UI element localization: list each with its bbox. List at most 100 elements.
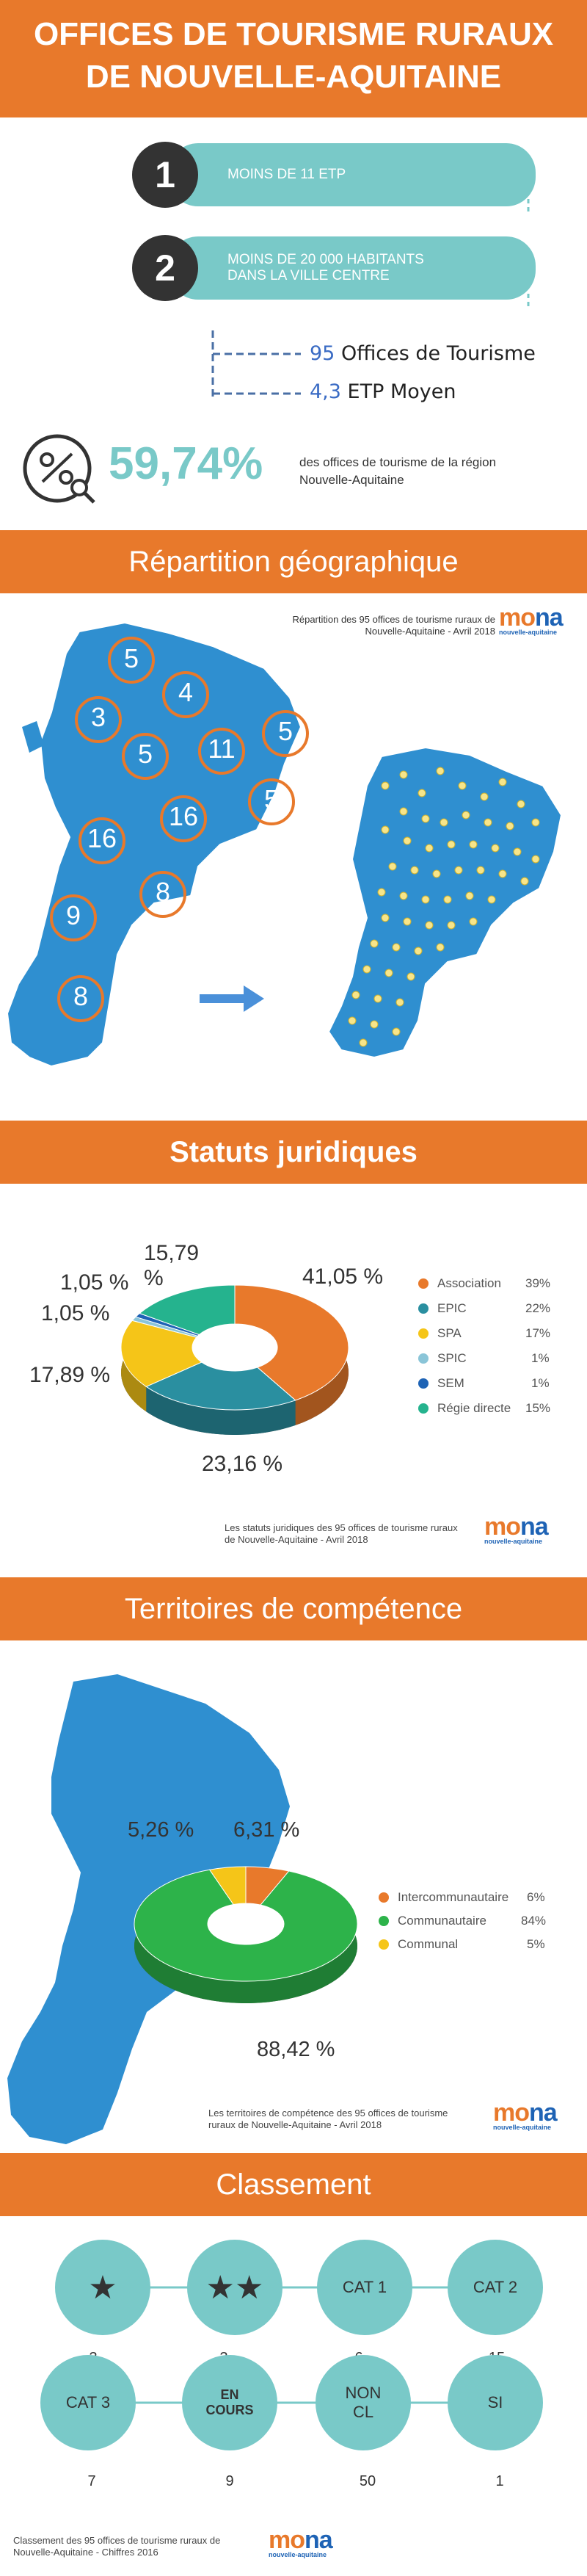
- map-ring: [75, 696, 122, 743]
- classement-cat3-label: CAT 3: [65, 2393, 111, 2412]
- legend-swatch: [418, 1303, 429, 1314]
- mona-logo-right: na: [529, 2099, 558, 2127]
- map-ring: [50, 894, 97, 941]
- legend-value: 1%: [531, 1351, 550, 1365]
- donut-slice-side: [146, 1386, 296, 1435]
- classement-cat2: CAT 2: [448, 2240, 543, 2335]
- classement-en-cours-line2: COURS: [205, 2403, 254, 2417]
- offices-label: Offices de Tourisme: [340, 342, 536, 365]
- legend-label: SPIC: [437, 1351, 467, 1365]
- classement-count: 50: [359, 2473, 376, 2489]
- legend-item-sem: SEM 1%: [418, 1376, 550, 1391]
- percent-desc-line1: des offices de tourisme de la région: [299, 455, 497, 469]
- classement-cat3: CAT 3: [40, 2355, 136, 2450]
- mona-region: nouvelle-aquitaine: [269, 2551, 327, 2558]
- mona-logo: mona nouvelle-aquitaine: [484, 1514, 549, 1545]
- classement-non-cl: NON CL: [316, 2355, 411, 2450]
- map-number: 5: [277, 716, 294, 746]
- mona-logo-left: mo: [499, 604, 536, 632]
- legend-item-spic: SPIC 1%: [418, 1351, 550, 1366]
- classement-connectors: [88, 2286, 499, 2404]
- statuts-label-23: 23,16 %: [202, 1452, 283, 1476]
- etp-label: ETP Moyen: [347, 380, 456, 403]
- statuts-label-15-79-value: 15,79: [144, 1241, 200, 1265]
- map-number: 4: [178, 677, 194, 707]
- criteria-2-line2: DANS LA VILLE CENTRE: [227, 268, 390, 283]
- mona-logo-left: mo: [493, 2099, 530, 2127]
- statuts-credit-line2: de Nouvelle-Aquitaine - Avril 2018: [225, 1534, 368, 1545]
- statuts-label-17: 17,89 %: [29, 1363, 111, 1387]
- legend-value: 15%: [525, 1401, 551, 1415]
- classement-cat1: CAT 1: [317, 2240, 412, 2335]
- statuts-credit-line1: Les statuts juridiques des 95 offices de…: [225, 1522, 458, 1533]
- criteria-number-1: 1: [132, 142, 198, 208]
- connector-lines: [211, 191, 530, 397]
- criteria-pill-2: MOINS DE 20 000 HABITANTS DANS LA VILLE …: [169, 236, 536, 300]
- legend-swatch: [418, 1353, 429, 1364]
- geo-section-banner: Répartition géographique: [0, 530, 587, 593]
- arrow-right-icon: [200, 985, 264, 1012]
- legend-label: Régie directe: [437, 1401, 511, 1415]
- legend-value: 17%: [525, 1326, 551, 1340]
- territoires-section-banner: Territoires de compétence: [0, 1577, 587, 1640]
- legend-label: SEM: [437, 1376, 464, 1390]
- classement-cat2-label: CAT 2: [473, 2278, 518, 2296]
- mona-logo: mona nouvelle-aquitaine: [269, 2526, 333, 2558]
- geo-credit-line2: Nouvelle-Aquitaine - Avril 2018: [365, 626, 495, 637]
- classement-non-cl-line1: NON: [345, 2384, 382, 2402]
- criteria-number-2: 2: [132, 235, 198, 301]
- statuts-label-1-05-b: 1,05 %: [41, 1301, 110, 1325]
- legend-swatch: [418, 1278, 429, 1289]
- offices-dot-map: [327, 746, 563, 1059]
- map-ring: [198, 728, 245, 775]
- etp-stat: 4,3 ETP Moyen: [310, 380, 456, 403]
- legend-value: 84%: [521, 1914, 547, 1928]
- legend-label: EPIC: [437, 1301, 467, 1315]
- legend-swatch: [379, 1939, 389, 1950]
- classement-one-star: ★: [55, 2240, 150, 2335]
- offices-count: 95: [310, 342, 335, 365]
- map-ring: [139, 871, 186, 918]
- geo-credit: Répartition des 95 offices de tourisme r…: [246, 614, 495, 637]
- legend-item-association: Association 39%: [418, 1276, 550, 1291]
- map-ring: [79, 817, 125, 864]
- mona-logo-right: na: [305, 2526, 333, 2554]
- classement-section-banner: Classement: [0, 2153, 587, 2216]
- map-ring: [160, 795, 207, 842]
- legend-swatch: [379, 1892, 389, 1903]
- legend-item-intercommunautaire: Intercommunautaire 6%: [379, 1890, 545, 1905]
- classement-non-cl-line2: CL: [352, 2403, 374, 2421]
- legend-swatch: [379, 1916, 389, 1926]
- donut-hole: [208, 1903, 284, 1944]
- classement-count: 1: [495, 2473, 504, 2489]
- classement-two-stars: ★★: [187, 2240, 282, 2335]
- star-icon: ★★: [205, 2269, 264, 2306]
- territoires-donut-chart: [134, 1866, 358, 2003]
- territoires-credit: Les territoires de compétence des 95 off…: [208, 2108, 448, 2131]
- territoires-label-88: 88,42 %: [257, 2038, 335, 2061]
- mona-region: nouvelle-aquitaine: [493, 2124, 552, 2131]
- criteria-2-number: 2: [155, 247, 175, 289]
- legend-swatch: [418, 1403, 429, 1414]
- statuts-label-41: 41,05 %: [302, 1265, 384, 1289]
- statuts-label-1-05-a: 1,05 %: [60, 1270, 129, 1295]
- legend-value: 22%: [525, 1301, 551, 1315]
- territoires-credit-line1: Les territoires de compétence des 95 off…: [208, 2108, 448, 2119]
- map-number: 5: [263, 784, 280, 814]
- map-number: 16: [87, 823, 117, 853]
- etp-value: 4,3: [310, 380, 341, 403]
- map-number: 5: [123, 643, 139, 673]
- map-ring: [248, 778, 295, 825]
- legend-value: 6%: [527, 1890, 545, 1904]
- criteria-2-line1: MOINS DE 20 000 HABITANTS: [227, 252, 424, 267]
- classement-section-title: Classement: [216, 2168, 371, 2201]
- percent-search-icon: [23, 434, 95, 504]
- mona-logo-right: na: [535, 604, 564, 632]
- classement-credit-line2: Nouvelle-Aquitaine - Chiffres 2016: [13, 2547, 158, 2558]
- legend-swatch: [418, 1378, 429, 1389]
- criteria-1-number: 1: [155, 154, 175, 195]
- offices-stat: 95 Offices de Tourisme: [310, 342, 536, 365]
- map-ring: [162, 671, 209, 718]
- territoires-section-title: Territoires de compétence: [124, 1593, 463, 1625]
- map-number: 8: [155, 877, 171, 907]
